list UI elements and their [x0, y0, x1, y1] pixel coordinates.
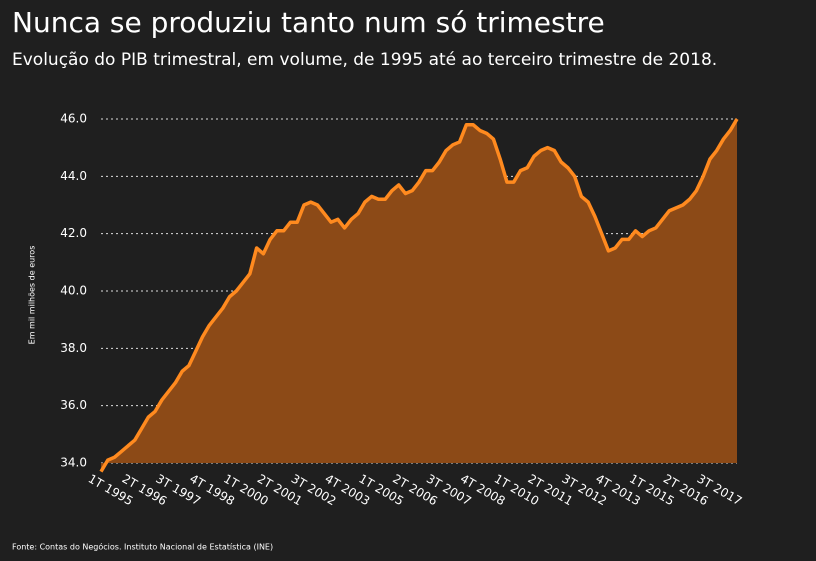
source: Fonte: Contas do Negócios. Instituto Nac… [12, 542, 273, 552]
y-tick-label: 40.0 [60, 284, 87, 298]
y-tick-label: 36.0 [60, 398, 87, 412]
y-tick-label: 34.0 [60, 456, 87, 470]
chart-subtitle: Evolução do PIB trimestral, em volume, d… [12, 50, 717, 70]
y-tick-label: 42.0 [60, 226, 87, 240]
chart-title: Nunca se produziu tanto num só trimestre [12, 6, 605, 39]
y-tick-label: 46.0 [60, 112, 87, 126]
line [99, 118, 739, 473]
area [101, 119, 737, 472]
y-tick-label: 44.0 [60, 169, 87, 183]
y-axis-label: Em mil milhões de euros [28, 246, 37, 345]
y-tick-label: 38.0 [60, 341, 87, 355]
